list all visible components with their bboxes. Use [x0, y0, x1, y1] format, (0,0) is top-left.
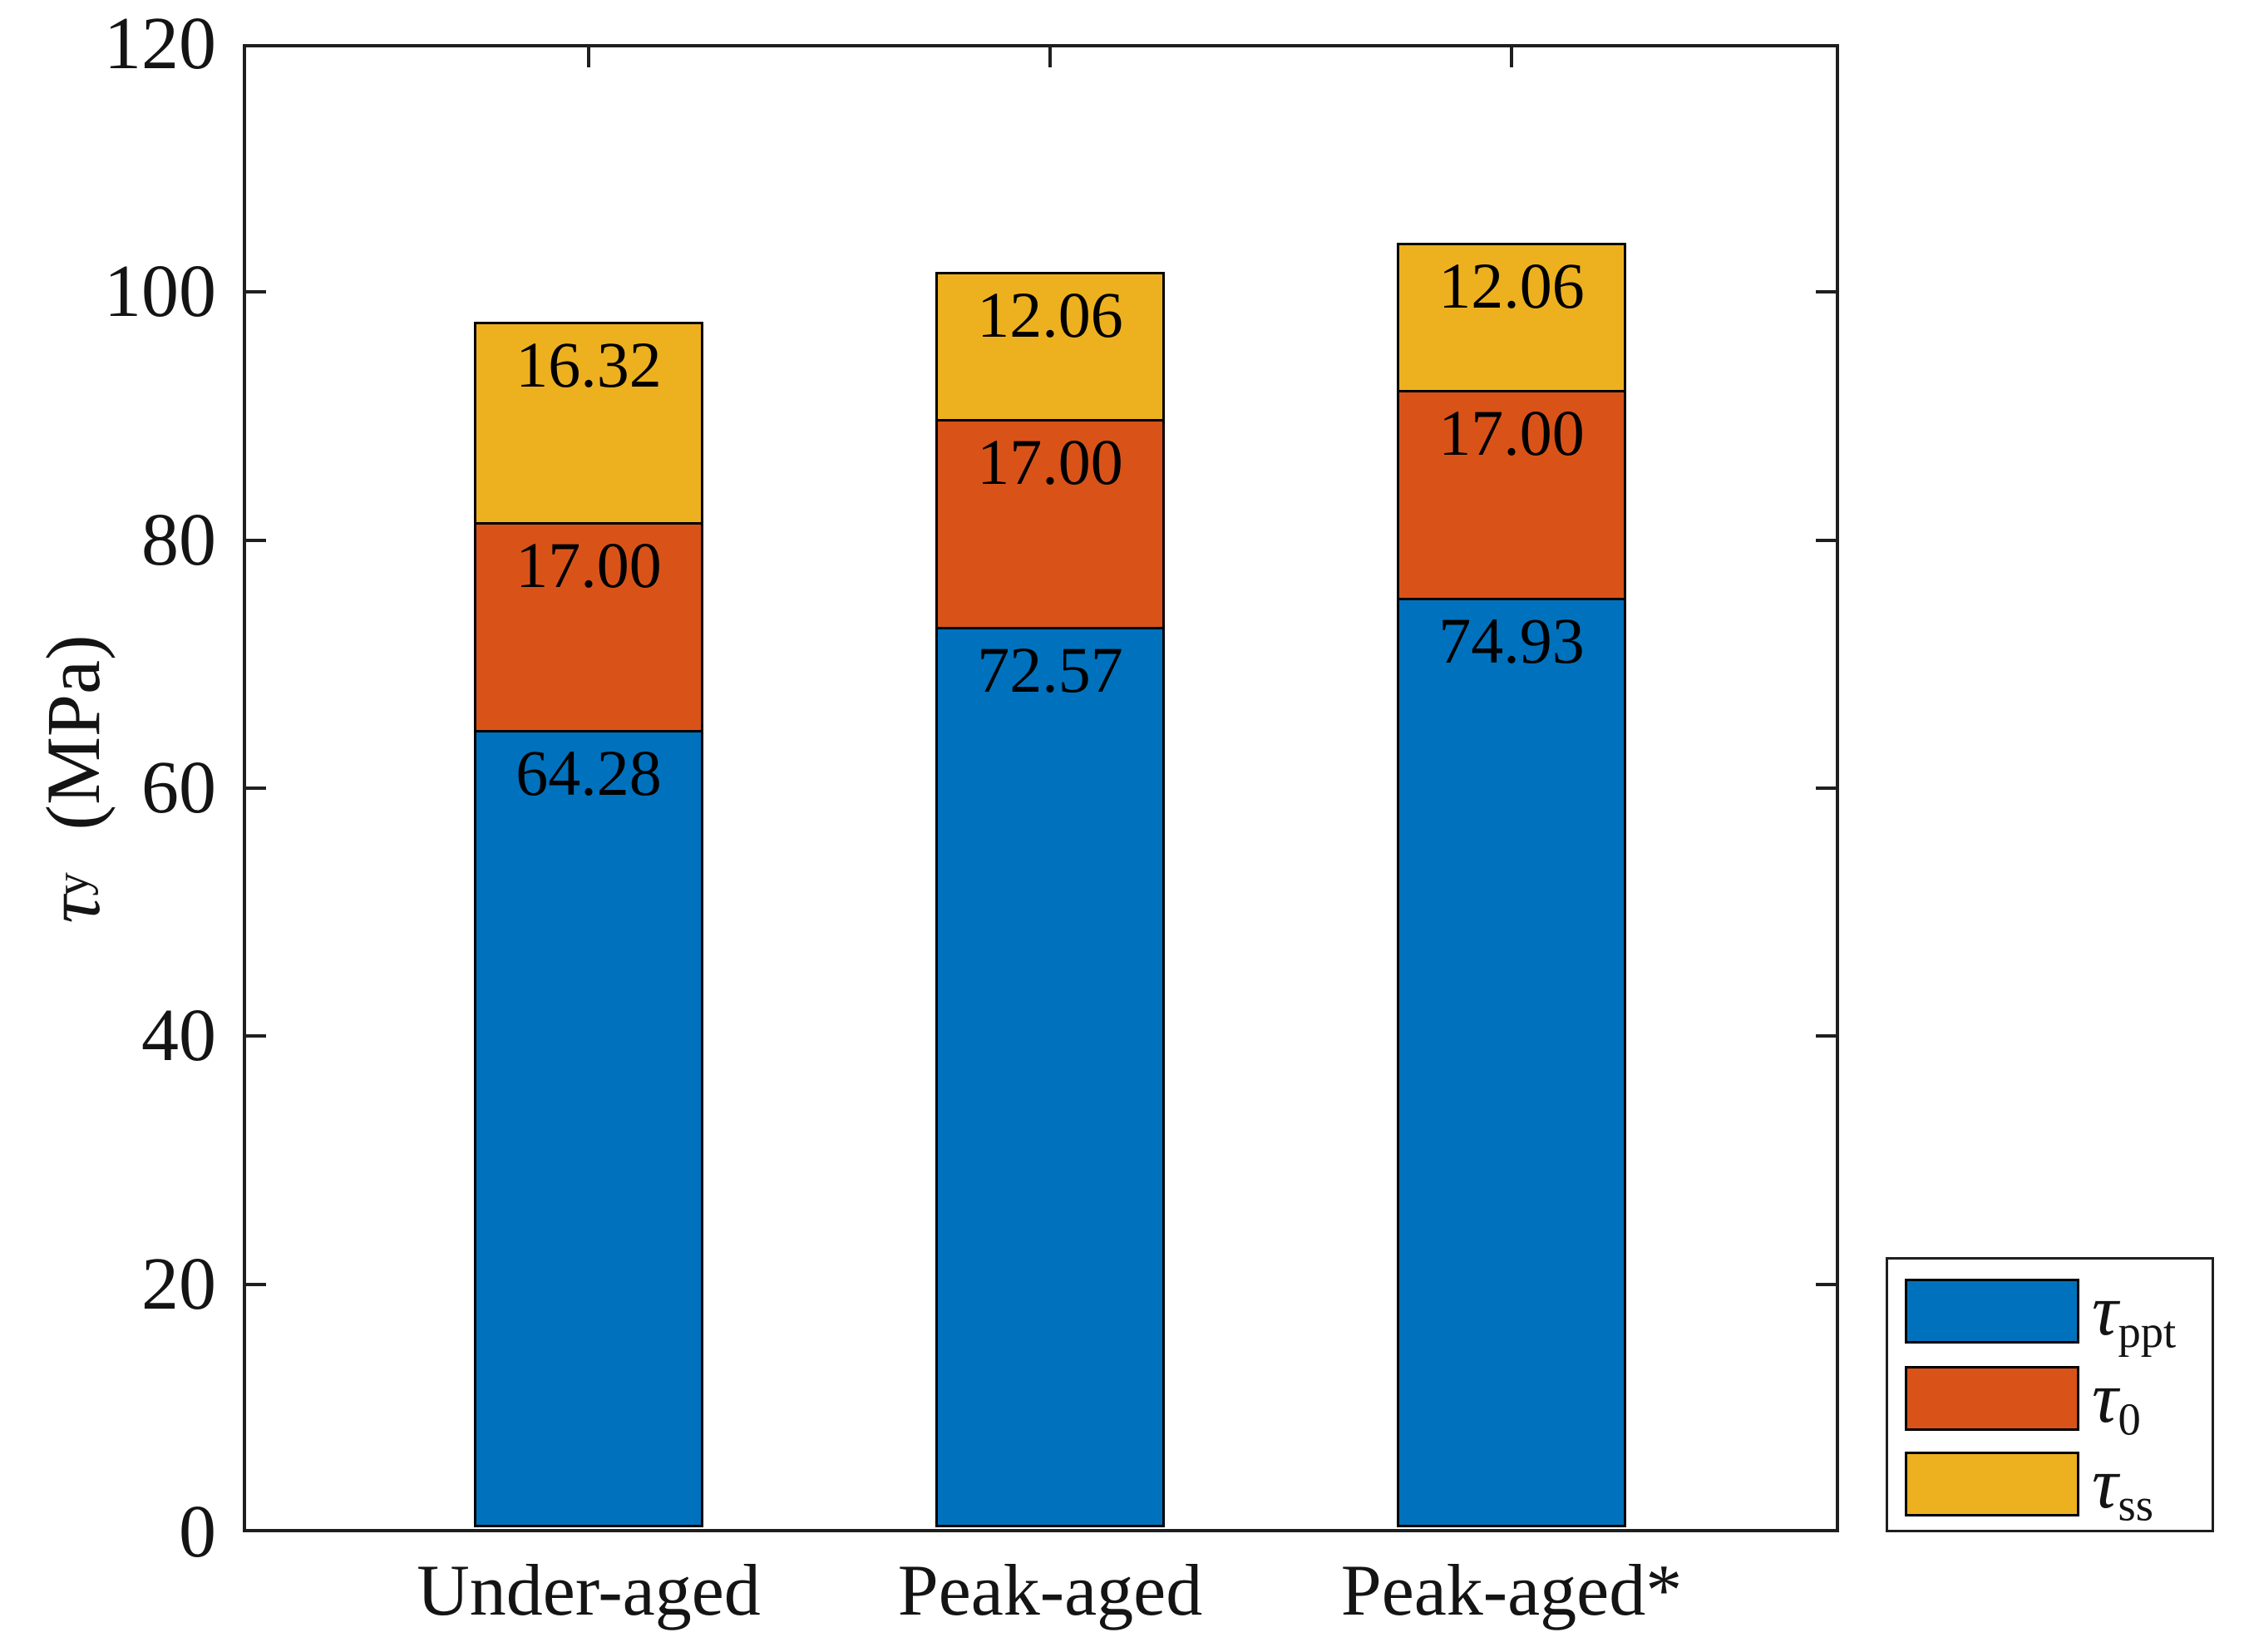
bar-value-label: 74.93 [1438, 604, 1585, 678]
legend-label-tau_ss: τss [2092, 1447, 2153, 1528]
bar-value-label: 64.28 [515, 737, 662, 810]
bar: 12.06 17.00 74.93 [1397, 242, 1626, 1527]
y-tick-label: 20 [141, 1242, 216, 1325]
x-category-label: Under-aged [417, 1551, 761, 1631]
legend-swatch-tau_ppt [1905, 1279, 2079, 1344]
bar-segment-tau_ppt: 74.93 [1397, 598, 1626, 1527]
legend-label-tau_ppt: τppt [2092, 1275, 2176, 1355]
y-tick-label: 60 [141, 747, 216, 829]
y-tick-mark-left [246, 1034, 266, 1038]
y-tick-label: 40 [141, 994, 216, 1077]
x-category-label: Peak-aged* [1340, 1551, 1683, 1631]
bar-segment-tau_0: 17.00 [1397, 389, 1626, 601]
legend-label-tau: τ [2092, 1270, 2118, 1351]
bar-value-label: 12.06 [1438, 249, 1585, 322]
bar-value-label: 72.57 [977, 634, 1123, 707]
x-tick-mark-top [587, 47, 590, 67]
legend-label-subscript: ppt [2118, 1306, 2177, 1358]
legend-label-tau: τ [2092, 1358, 2118, 1438]
bar-value-label: 17.00 [515, 528, 662, 601]
y-tick-mark-right [1816, 787, 1836, 790]
bar-value-label: 12.06 [977, 279, 1123, 352]
bar-segment-tau_ss: 16.32 [474, 322, 703, 525]
y-tick-label: 80 [141, 498, 216, 581]
y-tick-mark-left [246, 1282, 266, 1286]
legend-swatch-tau_0 [1905, 1366, 2079, 1431]
bar-segment-tau_0: 17.00 [474, 521, 703, 733]
y-tick-mark-right [1816, 290, 1836, 294]
x-tick-mark-top [1048, 47, 1052, 67]
bar-value-label: 16.32 [515, 328, 662, 402]
legend-label-subscript: 0 [2118, 1393, 2141, 1445]
legend-swatch-tau_ss [1905, 1452, 2079, 1516]
y-tick-label: 100 [104, 250, 216, 333]
bar-segment-tau_ss: 12.06 [935, 272, 1165, 422]
bar-segment-tau_ss: 12.06 [1397, 242, 1626, 392]
y-tick-mark-right [1816, 538, 1836, 542]
bar-segment-tau_ppt: 64.28 [474, 730, 703, 1527]
bar: 12.06 17.00 72.57 [935, 272, 1165, 1527]
y-tick-mark-right [1816, 1282, 1836, 1286]
y-tick-mark-left [246, 787, 266, 790]
y-axis-title-tau: τ [31, 895, 116, 924]
legend-label-subscript: ss [2118, 1479, 2153, 1531]
y-tick-label: 120 [104, 2, 216, 85]
legend-box: τppt τ0 τss [1886, 1257, 2214, 1532]
bar-value-label: 17.00 [977, 425, 1123, 498]
bar: 16.32 17.00 64.28 [474, 322, 703, 1527]
plot-area-frame [243, 44, 1839, 1532]
y-tick-mark-left [246, 290, 266, 294]
x-tick-mark-top [1510, 47, 1513, 67]
legend-label-tau_0: τ0 [2092, 1362, 2141, 1442]
bar-segment-tau_ppt: 72.57 [935, 627, 1165, 1527]
y-tick-mark-left [246, 538, 266, 542]
y-tick-label: 0 [179, 1491, 216, 1573]
bar-value-label: 17.00 [1438, 396, 1585, 469]
x-category-label: Peak-aged [897, 1551, 1203, 1631]
legend-label-tau: τ [2092, 1443, 2118, 1524]
bar-segment-tau_0: 17.00 [935, 418, 1165, 630]
y-tick-mark-right [1816, 1034, 1836, 1038]
